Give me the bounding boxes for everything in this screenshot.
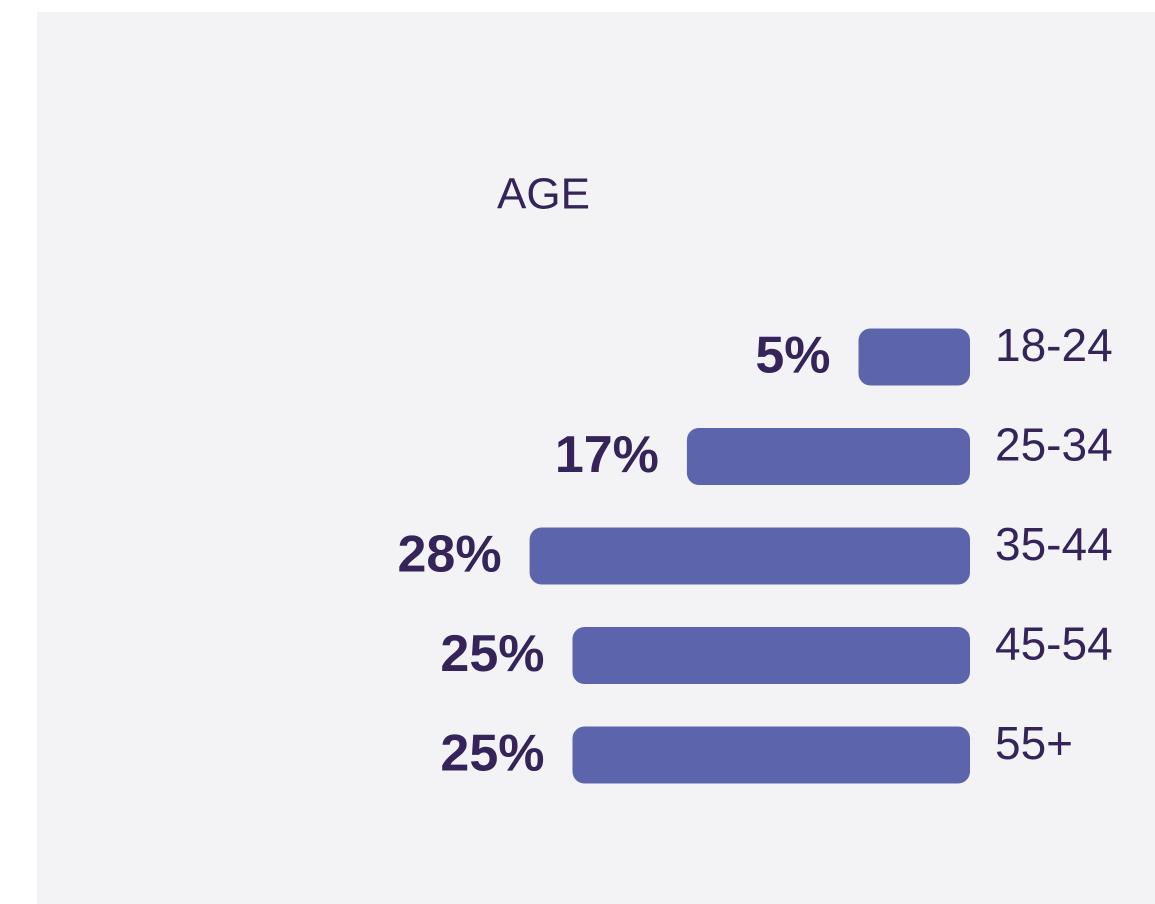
category-label: 35-44 <box>995 518 1113 570</box>
bar <box>686 428 970 485</box>
category-label: 55+ <box>995 717 1073 769</box>
value-label: 5% <box>755 327 830 385</box>
bar <box>572 627 970 684</box>
bar <box>529 527 970 585</box>
category-label: 45-54 <box>995 618 1113 670</box>
chart-title: AGE <box>497 170 590 219</box>
category-label: 18-24 <box>995 319 1113 371</box>
value-label: 25% <box>440 625 544 683</box>
category-label: 25-34 <box>995 419 1113 471</box>
bar <box>858 328 970 386</box>
value-label: 17% <box>555 426 659 484</box>
value-label: 28% <box>398 526 502 584</box>
value-label: 25% <box>440 725 544 783</box>
bar <box>572 726 970 784</box>
